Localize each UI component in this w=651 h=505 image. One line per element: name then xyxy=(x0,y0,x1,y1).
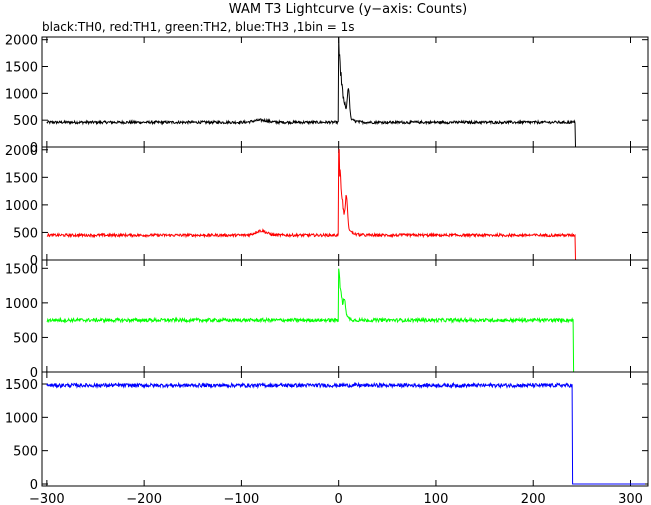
y-tick-label: 500 xyxy=(13,331,38,346)
series-th3-line xyxy=(46,381,646,485)
panel-frame xyxy=(41,371,649,487)
y-tick-label: 1500 xyxy=(5,262,38,277)
y-tick-label: 1500 xyxy=(5,61,38,76)
y-tick-label: 0 xyxy=(30,366,38,381)
x-tick-label: −300 xyxy=(29,492,65,505)
y-tick-label: 0 xyxy=(30,254,38,269)
series-th1-line xyxy=(46,149,646,261)
chart-title: WAM T3 Lightcurve (y−axis: Counts) xyxy=(229,2,467,17)
x-tick-label: 0 xyxy=(335,492,343,505)
y-tick-label: 1000 xyxy=(5,87,38,102)
y-tick-label: 500 xyxy=(13,445,38,460)
y-tick-label: 2000 xyxy=(5,34,38,49)
x-tick-label: 100 xyxy=(424,492,449,505)
y-tick-label: 0 xyxy=(30,141,38,156)
series-th2-line xyxy=(46,268,646,373)
y-tick-label: 1000 xyxy=(5,199,38,214)
series-th0-line xyxy=(46,36,646,148)
chart-subtitle: black:TH0, red:TH1, green:TH2, blue:TH3 … xyxy=(42,20,355,34)
panel-frame xyxy=(41,259,649,373)
y-tick-label: 2000 xyxy=(5,144,38,159)
y-tick-label: 1500 xyxy=(5,171,38,186)
x-tick-label: 200 xyxy=(521,492,546,505)
y-tick-label: 500 xyxy=(13,114,38,129)
x-tick-label: −100 xyxy=(224,492,260,505)
y-tick-label: 1000 xyxy=(5,411,38,426)
y-tick-label: 1500 xyxy=(5,378,38,393)
x-tick-label: 300 xyxy=(618,492,643,505)
y-tick-label: 1000 xyxy=(5,297,38,312)
panel-frame xyxy=(41,36,649,148)
y-tick-label: 500 xyxy=(13,226,38,241)
y-tick-label: 0 xyxy=(30,478,38,493)
x-tick-label: −200 xyxy=(126,492,162,505)
